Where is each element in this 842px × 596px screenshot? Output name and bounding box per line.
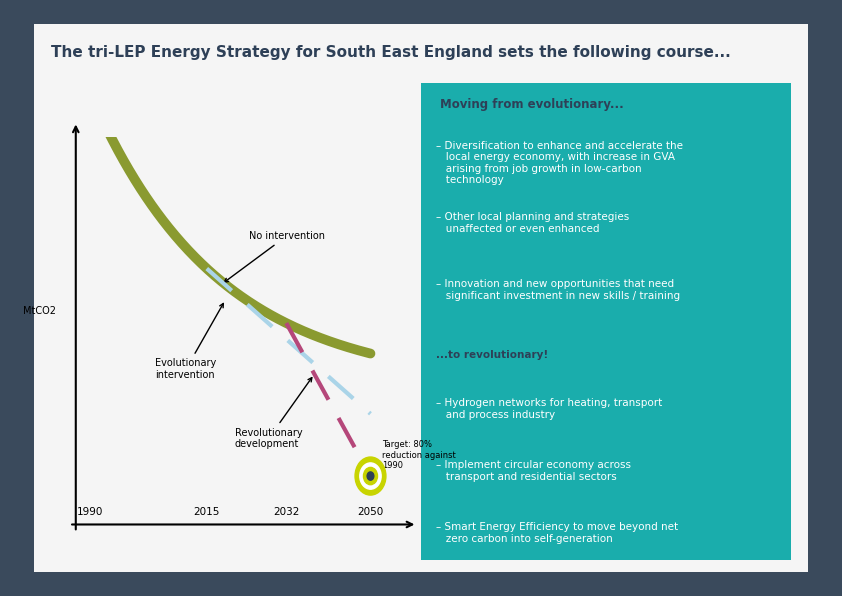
Text: 2032: 2032: [273, 507, 300, 517]
Text: – Other local planning and strategies
   unaffected or even enhanced: – Other local planning and strategies un…: [436, 212, 629, 234]
Text: ...to revolutionary!: ...to revolutionary!: [436, 350, 548, 361]
Text: Evolutionary
intervention: Evolutionary intervention: [155, 303, 223, 380]
Text: Moving from evolutionary...: Moving from evolutionary...: [440, 98, 623, 111]
Ellipse shape: [355, 457, 386, 495]
Ellipse shape: [360, 463, 381, 489]
Text: Revolutionary
development: Revolutionary development: [235, 378, 312, 449]
Text: MtCO2: MtCO2: [23, 306, 56, 316]
Text: The tri-LEP Energy Strategy for South East England sets the following course...: The tri-LEP Energy Strategy for South Ea…: [51, 45, 730, 60]
Ellipse shape: [364, 467, 377, 485]
Text: 1990: 1990: [77, 507, 103, 517]
Text: Target: 80%
reduction against
1990: Target: 80% reduction against 1990: [381, 440, 456, 470]
Text: – Diversification to enhance and accelerate the
   local energy economy, with in: – Diversification to enhance and acceler…: [436, 141, 683, 185]
Text: – Hydrogen networks for heating, transport
   and process industry: – Hydrogen networks for heating, transpo…: [436, 398, 662, 420]
Text: – Smart Energy Efficiency to move beyond net
   zero carbon into self-generation: – Smart Energy Efficiency to move beyond…: [436, 522, 678, 544]
Text: – Innovation and new opportunities that need
   significant investment in new sk: – Innovation and new opportunities that …: [436, 279, 680, 300]
Text: 2015: 2015: [194, 507, 220, 517]
Text: No intervention: No intervention: [224, 231, 325, 283]
Text: – Implement circular economy across
   transport and residential sectors: – Implement circular economy across tran…: [436, 460, 631, 482]
Text: 2050: 2050: [357, 507, 384, 517]
Ellipse shape: [367, 472, 374, 480]
